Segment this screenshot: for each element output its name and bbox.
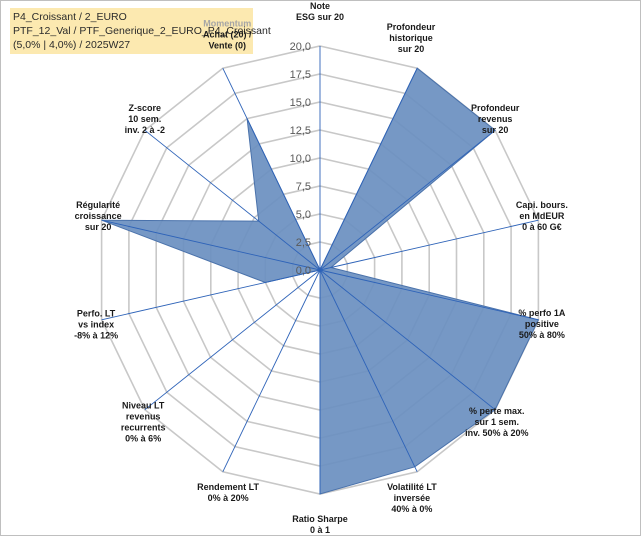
axis-label-9-line-3: 0% à 6% [125,434,161,444]
tick-label-4: 10,0 [290,153,311,165]
axis-label-9-line-2: recurrents [121,423,166,433]
tick-label-8: 20,0 [290,41,311,53]
axis-label-10-line-1: vs index [78,319,114,329]
axis-label-5-line-2: inv. 50% à 20% [465,428,528,438]
axis-label-3-line-0: Capi. bours. [516,200,568,210]
axis-spoke-3 [319,219,539,271]
axis-spoke-13 [222,68,321,271]
tick-label-1: 2,5 [296,237,311,249]
axis-label-10-line-2: -8% à 12% [74,330,118,340]
axis-spoke-1 [319,68,418,271]
axis-label-12-line-2: inv. 2 à -2 [125,125,165,135]
tick-label-0: 0,0 [296,265,311,277]
axis-label-3-line-1: en MdEUR [519,211,565,221]
axis-label-11-line-2: sur 20 [85,222,112,232]
axis-label-1-line-0: Profondeur [387,22,436,32]
axis-label-0-line-1: ESG sur 20 [296,12,344,22]
tick-label-7: 17,5 [290,69,311,81]
axis-label-11-line-1: croissance [75,211,122,221]
axis-label-13-line-2: Vente (0) [209,40,247,50]
axis-label-9-line-0: Niveau LT [122,401,165,411]
axis-label-5-line-0: % perte max. [469,406,525,416]
info-line-3: (5,0% | 4,0%) / 2025W27 [13,39,131,51]
axis-label-12-line-1: 10 sem. [128,114,161,124]
axis-label-4-line-0: % perfo 1A [518,308,566,318]
axis-spoke-2 [319,129,496,271]
axis-label-12-line-0: Z-score [129,103,162,113]
axis-label-11-line-0: Régularité [76,200,120,210]
axis-label-1-line-2: sur 20 [398,44,425,54]
axis-spoke-4 [319,269,539,321]
portfolio-info-box: P4_Croissant / 2_EURO PTF_12_Val / PTF_G… [10,8,271,54]
axis-spoke-6 [319,269,418,472]
axis-spoke-9 [144,269,321,411]
axis-label-4-line-2: 50% à 80% [519,330,565,340]
axis-label-6-line-0: Volatilité LT [387,482,437,492]
axis-label-2-line-0: Profondeur [471,103,520,113]
tick-label-3: 7,5 [296,181,311,193]
axis-spoke-12 [144,129,321,271]
tick-label-5: 12,5 [290,125,311,137]
axis-label-13-line-0: Momentum [203,18,251,28]
axis-label-0-line-0: Note [310,1,330,11]
axis-label-5-line-1: sur 1 sem. [475,417,520,427]
axis-label-8-line-0: Rendement LT [197,482,259,492]
axis-label-10-line-0: Perfo. LT [77,308,116,318]
axis-label-1-line-1: historique [389,33,433,43]
axis-spoke-5 [319,269,496,411]
axis-label-7-line-0: Ratio Sharpe [292,514,348,524]
info-line-1: P4_Croissant / 2_EURO [13,11,127,23]
axis-label-6-line-1: inversée [394,493,431,503]
axis-label-2-line-1: revenus [478,114,513,124]
tick-label-6: 15,0 [290,97,311,109]
axis-label-13-line-1: Achat (20) / [203,29,252,39]
axis-label-4-line-1: positive [525,319,559,329]
info-line-2: PTF_12_Val / PTF_Generique_2_EURO_P4_Cro… [13,25,271,37]
axis-label-6-line-2: 40% à 0% [391,504,432,514]
axis-label-9-line-1: revenus [126,412,161,422]
axis-spoke-11 [101,219,321,271]
axis-label-7-line-1: 0 à 1 [310,525,330,535]
axis-label-2-line-2: sur 20 [482,125,509,135]
axis-label-3-line-2: 0 à 60 G€ [522,222,562,232]
axis-spoke-8 [222,269,321,472]
tick-label-2: 5,0 [296,209,311,221]
axis-label-8-line-1: 0% à 20% [208,493,249,503]
axis-spoke-10 [101,269,321,321]
